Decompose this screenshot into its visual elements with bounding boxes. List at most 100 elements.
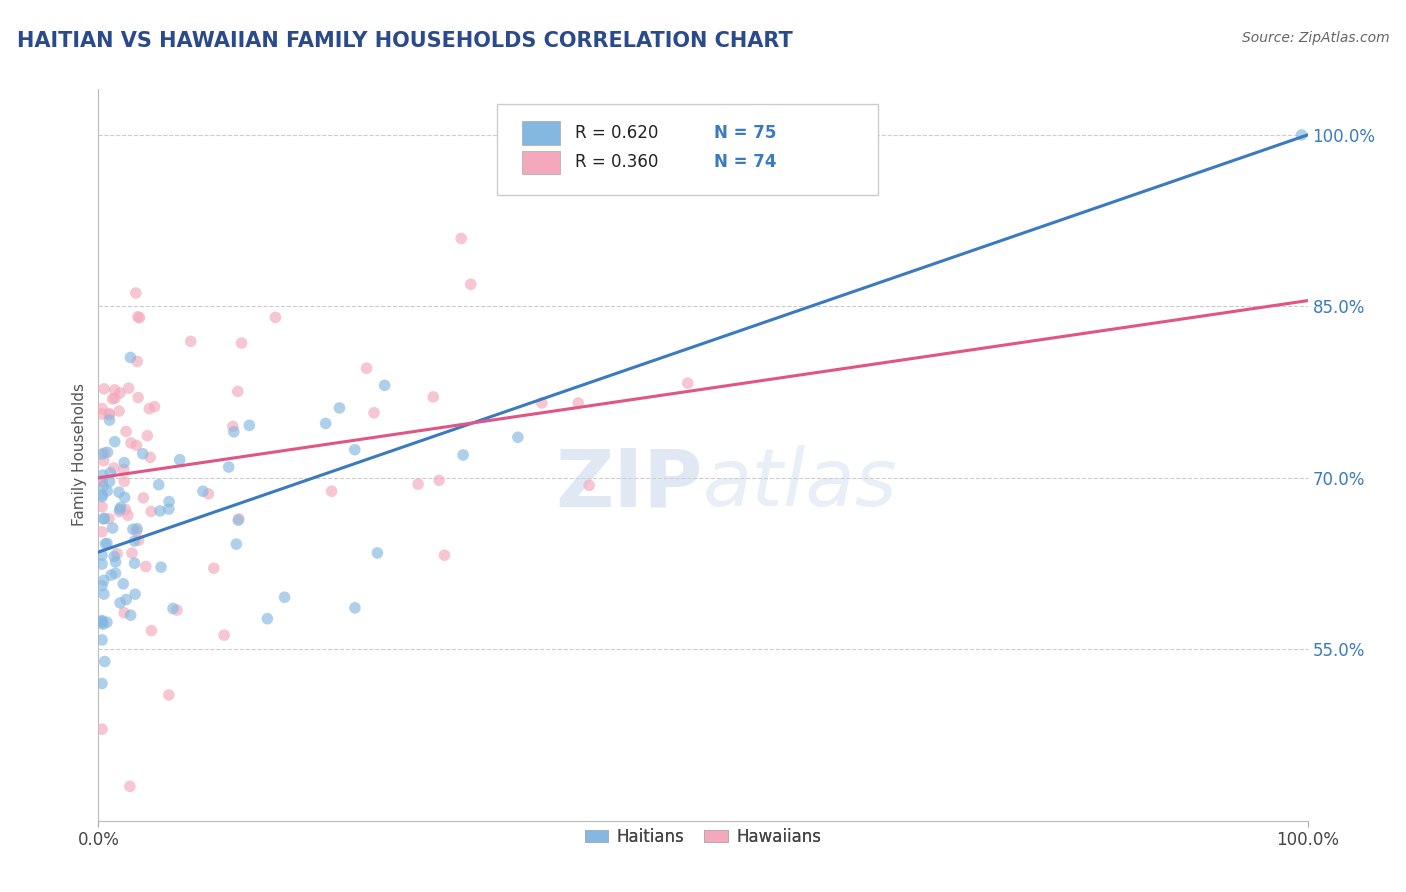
Point — [427, 473, 450, 487]
Point — [128, 533, 150, 548]
FancyBboxPatch shape — [498, 103, 879, 195]
Point — [91, 480, 114, 494]
Point — [1291, 128, 1313, 142]
Point — [91, 579, 114, 593]
Point — [212, 628, 235, 642]
Point — [114, 502, 136, 516]
Point — [166, 603, 188, 617]
Point — [124, 556, 146, 570]
Point — [136, 428, 159, 442]
Point — [117, 508, 139, 523]
Point — [132, 491, 155, 505]
Point — [433, 548, 456, 562]
Point — [105, 547, 128, 561]
Point — [91, 615, 114, 630]
Text: atlas: atlas — [703, 445, 898, 524]
Point — [460, 277, 482, 292]
Point — [100, 568, 122, 582]
Point — [148, 477, 170, 491]
Point — [103, 549, 125, 564]
Point — [180, 334, 202, 349]
Point — [112, 456, 135, 470]
Point — [91, 723, 114, 737]
Point — [506, 430, 529, 444]
Point — [91, 614, 114, 628]
Point — [98, 408, 121, 422]
Point — [127, 354, 149, 368]
Point — [120, 351, 142, 365]
Point — [108, 596, 131, 610]
Point — [162, 601, 184, 615]
Point — [91, 468, 114, 483]
Point — [676, 376, 699, 390]
Point — [104, 391, 127, 405]
Point — [125, 438, 148, 452]
Point — [127, 391, 149, 405]
Text: ZIP: ZIP — [555, 445, 703, 524]
FancyBboxPatch shape — [522, 121, 561, 145]
Point — [222, 419, 245, 434]
Point — [135, 559, 157, 574]
Point — [93, 655, 115, 669]
Point — [157, 502, 180, 516]
Point — [91, 548, 114, 562]
Point — [124, 587, 146, 601]
Point — [104, 383, 127, 397]
Point — [98, 466, 121, 480]
Point — [120, 436, 142, 450]
Point — [108, 404, 131, 418]
Point — [108, 505, 131, 519]
Text: N = 75: N = 75 — [714, 124, 776, 142]
Y-axis label: Family Households: Family Households — [72, 384, 87, 526]
Point — [118, 780, 141, 794]
Point — [98, 511, 121, 525]
Point — [112, 475, 135, 489]
Point — [222, 425, 245, 439]
Point — [112, 577, 135, 591]
Point — [104, 434, 127, 449]
Point — [374, 378, 396, 392]
Point — [94, 446, 117, 460]
Point — [567, 396, 589, 410]
Point — [93, 511, 115, 525]
Point — [139, 504, 162, 518]
Point — [127, 310, 149, 324]
Point — [96, 445, 118, 459]
Point — [125, 285, 148, 300]
Point — [91, 676, 114, 690]
Point — [578, 478, 600, 492]
Point — [91, 617, 114, 632]
Point — [91, 615, 114, 629]
Point — [91, 475, 114, 489]
Point — [315, 417, 337, 431]
Point — [93, 382, 115, 396]
Point — [231, 336, 253, 351]
Point — [94, 537, 117, 551]
Point — [122, 522, 145, 536]
Point — [150, 560, 173, 574]
Point — [98, 407, 121, 421]
Point — [115, 425, 138, 439]
Point — [225, 537, 247, 551]
Point — [93, 587, 115, 601]
Point — [93, 512, 115, 526]
Point — [141, 624, 163, 638]
Point — [91, 524, 114, 539]
Point — [343, 442, 366, 457]
Point — [91, 488, 114, 502]
Point — [91, 490, 114, 504]
Text: R = 0.620: R = 0.620 — [575, 124, 658, 142]
Point — [356, 361, 378, 376]
Point — [169, 452, 191, 467]
Point — [98, 413, 121, 427]
Point — [114, 491, 136, 505]
Point — [91, 500, 114, 514]
Point — [93, 574, 115, 588]
Point — [91, 557, 114, 571]
Point — [191, 484, 214, 499]
Point — [108, 485, 131, 500]
Point — [218, 460, 240, 475]
Point — [101, 521, 124, 535]
Point — [226, 513, 249, 527]
Point — [104, 555, 127, 569]
